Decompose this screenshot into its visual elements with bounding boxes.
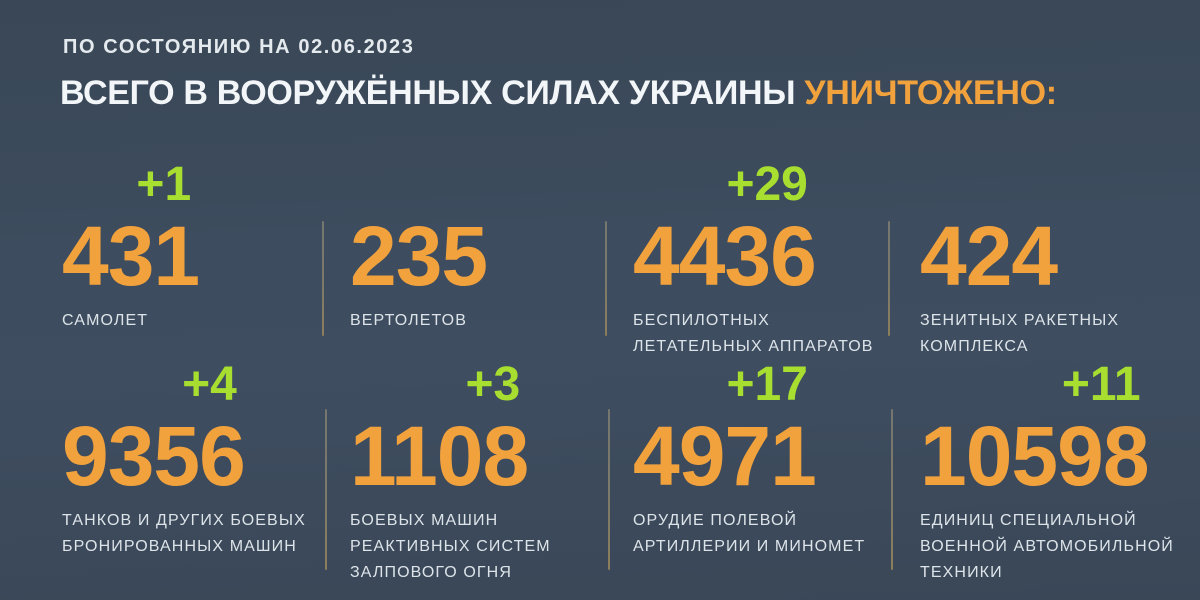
stat-card-uav: +29 4436 БЕСПИЛОТНЫХ ЛЕТАТЕЛЬНЫХ АППАРАТ… (633, 158, 920, 358)
stat-value: 4436 (633, 209, 817, 303)
increment-badge: +1 (136, 158, 192, 211)
increment-badge: +29 (726, 158, 808, 211)
increment-badge: +4 (182, 358, 237, 411)
stat-card-vehicles: +11 10598 ЕДИНИЦ СПЕЦИАЛЬНОЙ ВОЕННОЙ АВТ… (920, 358, 1200, 586)
stat-value: 431 (62, 209, 200, 303)
stats-grid: +1 431 САМОЛЕТ 235 ВЕРТОЛЕТОВ +29 4436 Б… (62, 158, 1200, 586)
stat-value: 424 (920, 209, 1058, 303)
stat-value: 1108 (350, 409, 529, 503)
increment-badge: +11 (1061, 358, 1141, 411)
column-divider (325, 409, 327, 570)
stat-label: ОРУДИЕ ПОЛЕВОЙ АРТИЛЛЕРИИ И МИНОМЕТ (633, 512, 866, 556)
column-divider (888, 221, 890, 336)
stat-value: 9356 (62, 409, 246, 503)
column-divider (605, 221, 607, 336)
stat-value: 10598 (920, 409, 1150, 503)
column-divider (322, 221, 324, 336)
column-divider (891, 409, 893, 570)
column-divider (608, 409, 610, 570)
stat-card-artillery: +17 4971 ОРУДИЕ ПОЛЕВОЙ АРТИЛЛЕРИИ И МИН… (633, 358, 920, 586)
stat-label: ТАНКОВ И ДРУГИХ БОЕВЫХ БРОНИРОВАННЫХ МАШ… (62, 512, 306, 556)
stat-card-tanks: +4 9356 ТАНКОВ И ДРУГИХ БОЕВЫХ БРОНИРОВА… (62, 358, 350, 586)
stat-value: 4971 (633, 409, 817, 503)
stat-card-helicopters: 235 ВЕРТОЛЕТОВ (350, 158, 633, 358)
page-title: ВСЕГО В ВООРУЖЁННЫХ СИЛАХ УКРАИНЫ УНИЧТО… (60, 74, 1057, 113)
stat-label: БЕСПИЛОТНЫХ ЛЕТАТЕЛЬНЫХ АППАРАТОВ (633, 312, 874, 356)
title-main-text: ВСЕГО В ВООРУЖЁННЫХ СИЛАХ УКРАИНЫ (60, 74, 805, 112)
date-line: ПО СОСТОЯНИЮ НА 02.06.2023 (63, 36, 415, 58)
title-accent-text: УНИЧТОЖЕНО: (804, 74, 1057, 112)
increment-badge: +17 (726, 358, 808, 411)
stat-label: САМОЛЕТ (62, 312, 149, 330)
stat-label: ЕДИНИЦ СПЕЦИАЛЬНОЙ ВОЕННОЙ АВТОМОБИЛЬНОЙ… (920, 512, 1174, 582)
increment-badge: +3 (465, 358, 521, 411)
stat-label: ВЕРТОЛЕТОВ (350, 312, 467, 330)
stat-card-air-defense: 424 ЗЕНИТНЫХ РАКЕТНЫХ КОМПЛЕКСА (920, 158, 1200, 358)
stat-card-mlrs: +3 1108 БОЕВЫХ МАШИН РЕАКТИВНЫХ СИСТЕМ З… (350, 358, 633, 586)
stat-label: БОЕВЫХ МАШИН РЕАКТИВНЫХ СИСТЕМ ЗАЛПОВОГО… (350, 512, 551, 582)
stat-card-aircraft: +1 431 САМОЛЕТ (62, 158, 350, 358)
stat-label: ЗЕНИТНЫХ РАКЕТНЫХ КОМПЛЕКСА (920, 312, 1120, 356)
stat-value: 235 (350, 209, 488, 303)
